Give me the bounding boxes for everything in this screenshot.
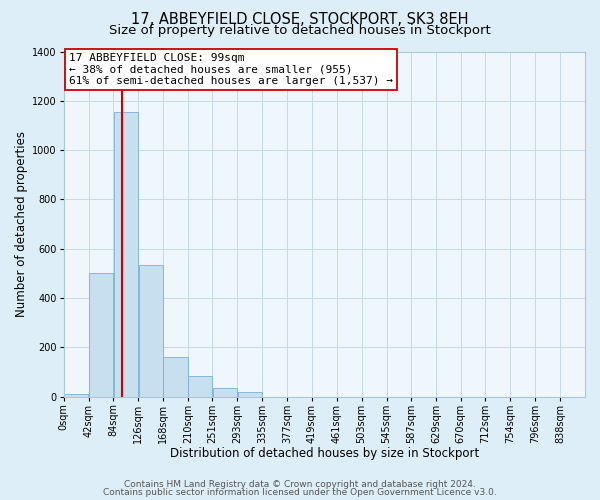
Bar [212,388,237,396]
Bar [163,357,188,397]
Bar [114,112,138,397]
Bar [64,394,88,396]
Bar [139,264,163,396]
Y-axis label: Number of detached properties: Number of detached properties [15,131,28,317]
Text: Contains HM Land Registry data © Crown copyright and database right 2024.: Contains HM Land Registry data © Crown c… [124,480,476,489]
Text: 17, ABBEYFIELD CLOSE, STOCKPORT, SK3 8EH: 17, ABBEYFIELD CLOSE, STOCKPORT, SK3 8EH [131,12,469,28]
Text: Contains public sector information licensed under the Open Government Licence v3: Contains public sector information licen… [103,488,497,497]
Bar [188,376,212,396]
Bar [238,392,262,396]
Bar [89,274,113,396]
Text: 17 ABBEYFIELD CLOSE: 99sqm
← 38% of detached houses are smaller (955)
61% of sem: 17 ABBEYFIELD CLOSE: 99sqm ← 38% of deta… [69,53,393,86]
X-axis label: Distribution of detached houses by size in Stockport: Distribution of detached houses by size … [170,447,479,460]
Text: Size of property relative to detached houses in Stockport: Size of property relative to detached ho… [109,24,491,37]
